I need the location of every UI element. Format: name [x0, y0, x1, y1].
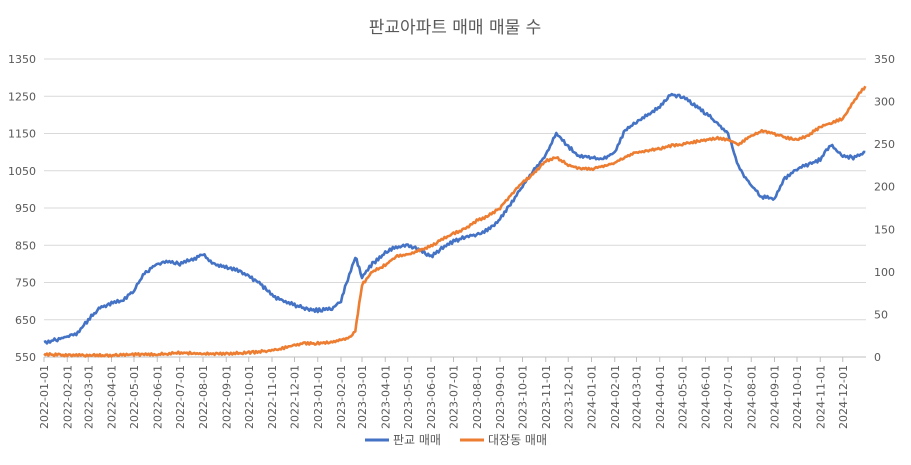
x-tick-label: 2022-11-01 [266, 365, 279, 429]
y-right-tick-label: 50 [874, 308, 888, 321]
x-tick-label: 2023-04-01 [379, 365, 392, 429]
x-tick-label: 2023-07-01 [448, 365, 461, 429]
x-tick-label: 2023-01-01 [312, 365, 325, 429]
x-tick-label: 2023-05-01 [402, 365, 415, 429]
x-tick-label: 2023-06-01 [425, 365, 438, 429]
x-tick-label: 2024-01-01 [586, 365, 599, 429]
x-tick-label: 2024-06-01 [700, 365, 713, 429]
x-tick-label: 2024-11-01 [814, 365, 827, 429]
x-tick-label: 2024-10-01 [791, 365, 804, 429]
x-tick-label: 2022-01-01 [38, 365, 51, 429]
y-right-tick-label: 300 [874, 96, 895, 109]
y-left-tick-label: 1250 [8, 90, 36, 103]
y-left-tick-label: 750 [15, 277, 36, 290]
y-right-tick-label: 0 [874, 351, 881, 364]
x-tick-label: 2023-02-01 [335, 365, 348, 429]
y-left-tick-label: 1350 [8, 53, 36, 66]
x-tick-label: 2023-09-01 [494, 365, 507, 429]
x-tick-label: 2022-05-01 [128, 365, 141, 429]
x-tick-label: 2022-10-01 [243, 365, 256, 429]
x-tick-label: 2024-05-01 [676, 365, 689, 429]
gridlines [44, 58, 866, 358]
y-axis-left: 550 650 750 850 950 1050 1150 1250 1350 [8, 53, 36, 364]
legend-label-series-0: 판교 매매 [393, 433, 441, 447]
x-tick-label: 2022-08-01 [197, 365, 210, 429]
x-tick-label: 2024-08-01 [745, 365, 758, 429]
x-tick-label: 2022-12-01 [289, 365, 302, 429]
y-right-tick-label: 100 [874, 266, 895, 279]
legend-label-series-1: 대장동 매매 [488, 433, 547, 447]
series-line-1 [43, 85, 867, 358]
y-right-tick-label: 200 [874, 181, 895, 194]
x-tick-label: 2023-11-01 [540, 365, 553, 429]
y-left-tick-label: 550 [15, 351, 36, 364]
y-left-tick-label: 650 [15, 314, 36, 327]
y-axis-right: 0 50 100 150 200 250 300 350 [874, 53, 895, 364]
y-right-tick-label: 150 [874, 223, 895, 236]
x-tick-label: 2024-03-01 [631, 365, 644, 429]
x-tick-label: 2023-12-01 [562, 365, 575, 429]
series-layer [43, 85, 867, 358]
y-right-tick-label: 350 [874, 53, 895, 66]
x-tick-label: 2024-04-01 [654, 365, 667, 429]
x-axis: 2022-01-01 2022-02-01 2022-03-01 2022-04-01… [38, 357, 850, 429]
y-left-tick-label: 1050 [8, 165, 36, 178]
y-right-tick-label: 250 [874, 138, 895, 151]
x-tick-label: 2024-02-01 [609, 365, 622, 429]
legend: 판교 매매 대장동 매매 [365, 433, 547, 447]
x-tick-label: 2022-02-01 [61, 365, 74, 429]
x-tick-label: 2022-07-01 [174, 365, 187, 429]
y-left-tick-label: 950 [15, 202, 36, 215]
y-left-tick-label: 1150 [8, 128, 36, 141]
x-tick-label: 2024-09-01 [769, 365, 782, 429]
x-tick-label: 2023-08-01 [471, 365, 484, 429]
x-tick-label: 2022-03-01 [82, 365, 95, 429]
series-line-0 [43, 92, 866, 345]
chart-title: 판교아파트 매매 매물 수 [369, 18, 542, 38]
x-tick-label: 2024-12-01 [837, 365, 850, 429]
y-left-tick-label: 850 [15, 239, 36, 252]
x-tick-label: 2022-04-01 [106, 365, 119, 429]
x-tick-label: 2024-07-01 [722, 365, 735, 429]
x-tick-label: 2022-09-01 [220, 365, 233, 429]
x-tick-label: 2022-06-01 [151, 365, 164, 429]
x-tick-label: 2023-10-01 [517, 365, 530, 429]
x-tick-label: 2023-03-01 [356, 365, 369, 429]
